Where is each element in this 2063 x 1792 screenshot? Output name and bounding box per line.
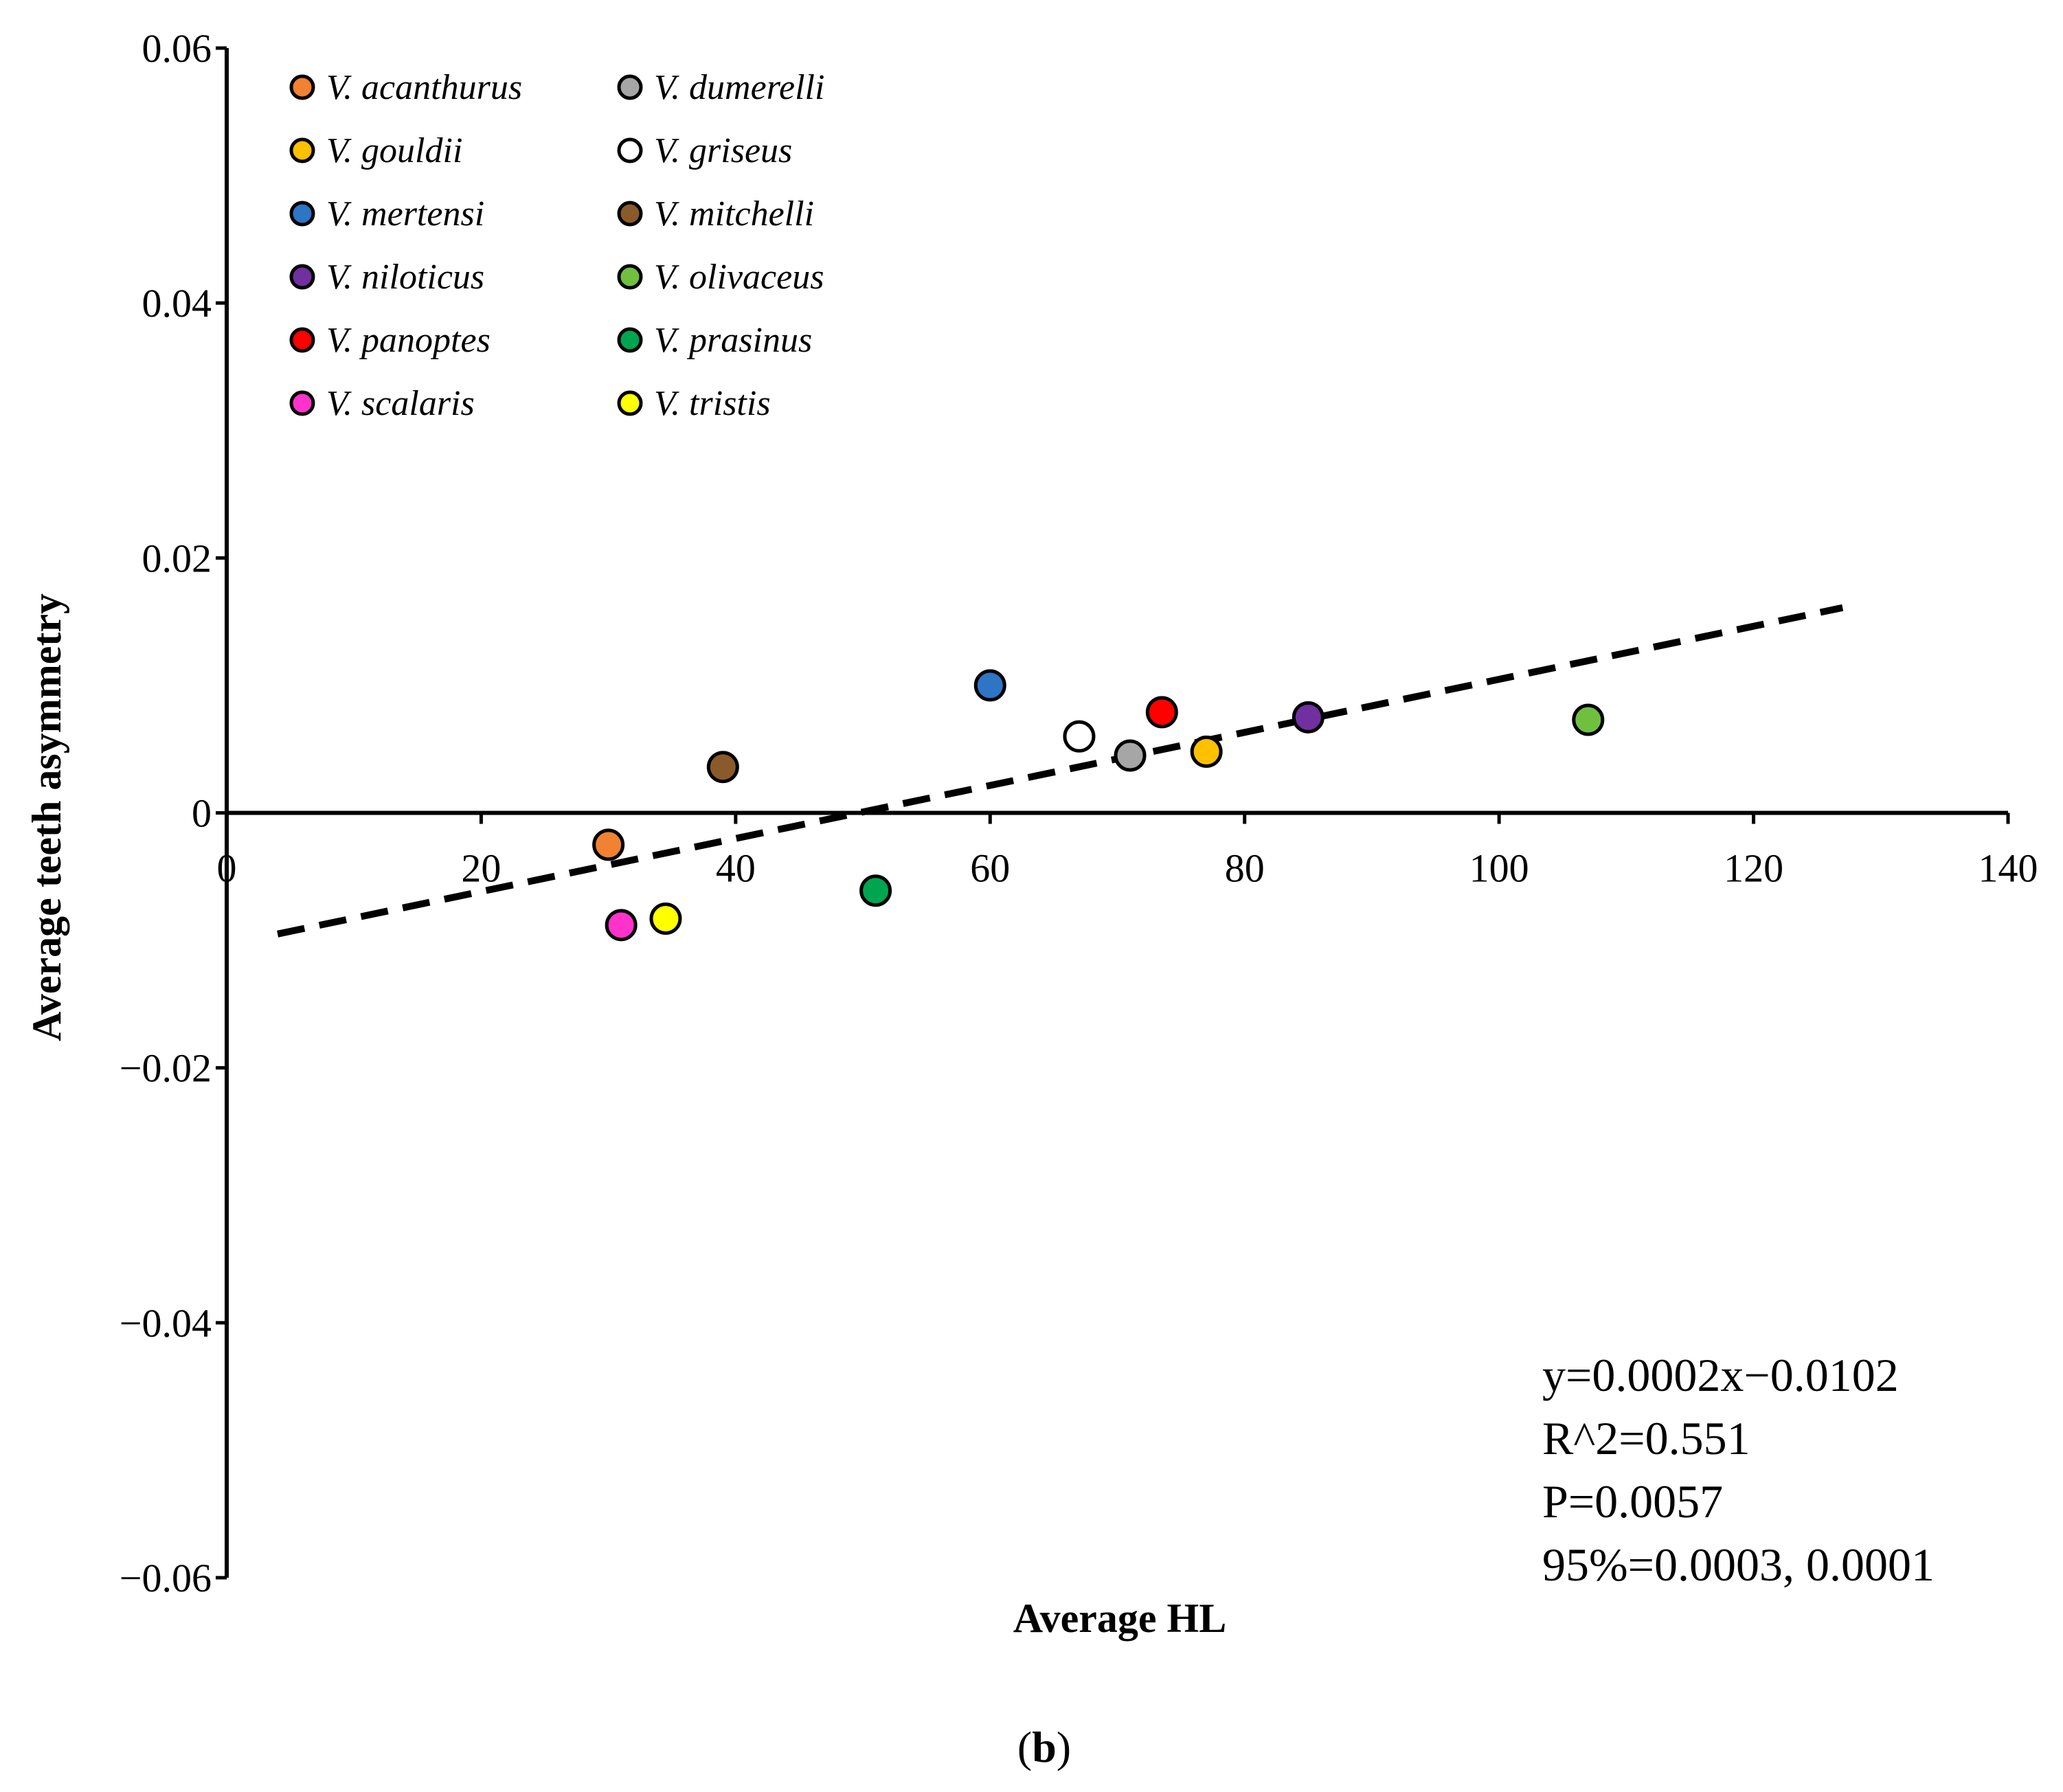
- data-points-layer: [592, 669, 1605, 942]
- legend-item-v-gouldii: V. gouldii: [289, 131, 462, 170]
- legend-marker: [289, 390, 315, 416]
- legend-label: V. niloticus: [326, 258, 484, 297]
- legend-marker: [617, 201, 643, 227]
- legend-label: V. griseus: [654, 131, 792, 170]
- legend-marker: [617, 74, 643, 100]
- y-tick-label: 0.06: [142, 26, 212, 71]
- legend-marker: [617, 137, 643, 163]
- legend-label: V. acanthurus: [326, 68, 522, 107]
- data-point-v-acanthurus: [592, 828, 625, 861]
- legend-item-v-olivaceus: V. olivaceus: [617, 258, 824, 297]
- data-point-v-niloticus: [1292, 701, 1324, 734]
- data-point-v-mitchelli: [706, 751, 739, 784]
- legend-item-v-dumerelli: V. dumerelli: [617, 68, 824, 107]
- x-tick-label: 100: [1469, 846, 1529, 891]
- legend-item-v-panoptes: V. panoptes: [289, 321, 491, 360]
- data-point-v-scalaris: [605, 909, 638, 942]
- legend-marker: [617, 327, 643, 353]
- x-tick-label: 60: [970, 846, 1010, 891]
- panel-label-close: ): [1057, 1723, 1071, 1771]
- x-tick-label: 0: [217, 846, 237, 891]
- stats-r-squared: R^2=0.551: [1542, 1412, 1750, 1464]
- legend-item-v-mitchelli: V. mitchelli: [617, 194, 814, 234]
- y-tick-label: −0.06: [120, 1556, 212, 1600]
- legend-label: V. panoptes: [326, 321, 491, 360]
- y-tick-label: −0.02: [120, 1046, 212, 1091]
- y-tick-label: 0.04: [142, 281, 212, 326]
- data-point-v-panoptes: [1145, 696, 1178, 729]
- y-tick-label: 0.02: [142, 536, 212, 580]
- data-point-v-gouldii: [1190, 735, 1223, 768]
- data-point-v-prasinus: [859, 874, 892, 907]
- legend-marker: [617, 264, 643, 290]
- legend-label: V. mitchelli: [654, 194, 814, 234]
- legend: V. acanthurus V. dumerelli V. gouldii V. gr…: [289, 68, 824, 423]
- data-point-v-olivaceus: [1572, 703, 1605, 736]
- data-point-v-dumerelli: [1114, 739, 1147, 772]
- data-point-v-tristis: [649, 903, 682, 935]
- x-tick-label: 80: [1225, 846, 1265, 891]
- x-axis-title: Average HL: [1013, 1596, 1226, 1641]
- legend-marker: [289, 201, 315, 227]
- y-axis-title: Average teeth asymmetry: [24, 593, 69, 1041]
- legend-label: V. tristis: [654, 384, 771, 423]
- data-point-v-mertensi: [973, 669, 1006, 702]
- legend-label: V. gouldii: [326, 131, 462, 170]
- trendline-layer: [277, 604, 1844, 938]
- legend-item-v-griseus: V. griseus: [617, 131, 792, 170]
- panel-label-letter: b: [1032, 1723, 1057, 1771]
- panel-label: (b): [1017, 1723, 1071, 1771]
- x-tick-label: 40: [716, 846, 756, 891]
- legend-label: V. mertensi: [326, 194, 484, 234]
- legend-marker: [289, 74, 315, 100]
- data-point-v-griseus: [1063, 720, 1096, 753]
- stats-p-value: P=0.0057: [1542, 1475, 1723, 1528]
- legend-marker: [289, 137, 315, 163]
- x-tick-label: 120: [1724, 846, 1783, 891]
- x-tick-label: 20: [461, 846, 501, 891]
- legend-marker: [289, 264, 315, 290]
- stats-box: y=0.0002x−0.0102 R^2=0.551 P=0.0057 95%=…: [1542, 1349, 1935, 1591]
- legend-item-v-mertensi: V. mertensi: [289, 194, 484, 234]
- legend-label: V. prasinus: [654, 321, 812, 360]
- axes-layer: 0.06 0.04 0.02 0 −0.02 −0.04 −0.06 0 20 40 60 80 100…: [120, 26, 2038, 1600]
- stats-confidence-interval: 95%=0.0003, 0.0001: [1542, 1539, 1935, 1591]
- y-tick-label: 0: [192, 791, 212, 836]
- legend-marker: [617, 390, 643, 416]
- x-tick-label: 140: [1979, 846, 2038, 891]
- legend-label: V. olivaceus: [654, 258, 824, 297]
- trendline: [277, 604, 1844, 938]
- y-tick-label: −0.04: [120, 1301, 212, 1346]
- legend-label: V. scalaris: [326, 384, 475, 423]
- legend-label: V. dumerelli: [654, 68, 824, 107]
- legend-item-v-niloticus: V. niloticus: [289, 258, 484, 297]
- legend-marker: [289, 327, 315, 353]
- legend-item-v-tristis: V. tristis: [617, 384, 771, 423]
- legend-item-v-scalaris: V. scalaris: [289, 384, 475, 423]
- legend-item-v-prasinus: V. prasinus: [617, 321, 812, 360]
- stats-equation: y=0.0002x−0.0102: [1542, 1349, 1899, 1401]
- panel-label-open: (: [1017, 1723, 1032, 1771]
- legend-item-v-acanthurus: V. acanthurus: [289, 68, 522, 107]
